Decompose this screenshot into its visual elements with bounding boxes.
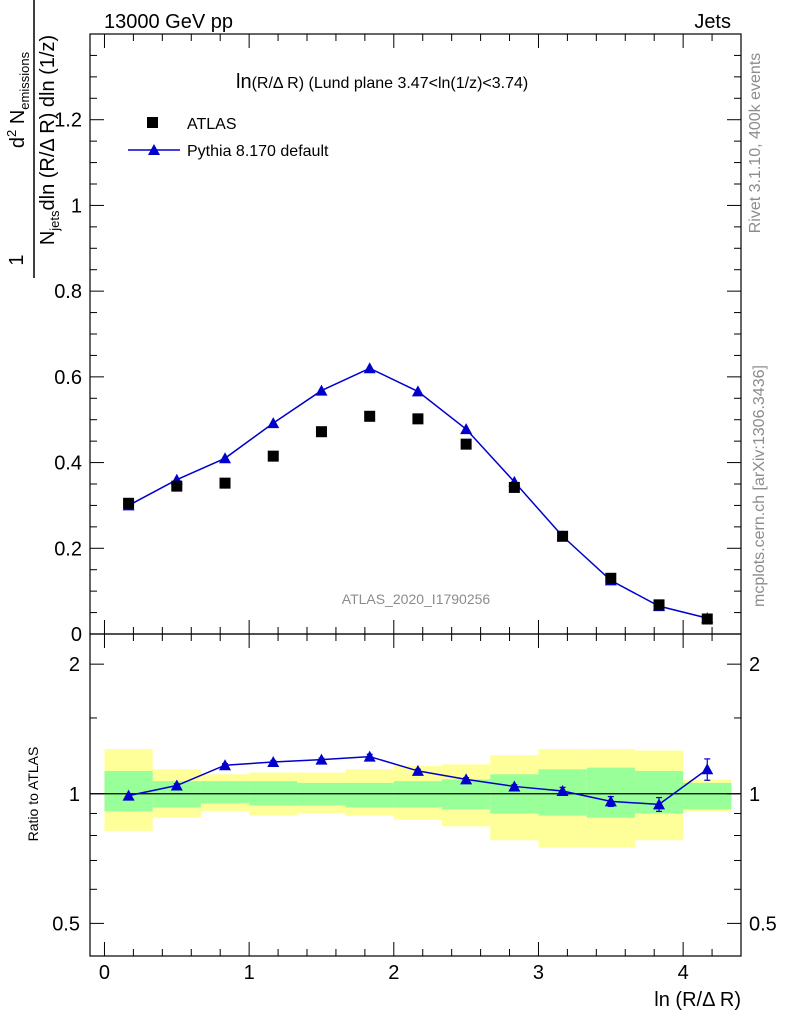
ylabel-num-n: N xyxy=(7,110,29,130)
ratio-point xyxy=(411,764,424,776)
ratio-tick-label-left: 2 xyxy=(69,654,80,676)
y-tick-label: 1 xyxy=(71,195,82,217)
y-tick-label: 0.8 xyxy=(54,281,82,303)
ylabel-denominator: Njetsdln (R/Δ R) dln (1/z) xyxy=(37,35,62,245)
mc-point xyxy=(411,385,424,397)
data-point xyxy=(123,497,135,509)
data-point xyxy=(653,599,665,611)
mc-point xyxy=(267,417,280,429)
ratio-band-inner xyxy=(200,781,250,804)
ratio-band-inner xyxy=(683,782,732,810)
x-tick-label: 4 xyxy=(678,962,689,984)
x-axis-label: ln (R/Δ R) xyxy=(654,989,741,1011)
data-point xyxy=(557,530,569,542)
header-left: 13000 GeV pp xyxy=(104,11,233,33)
ratio-point xyxy=(508,780,521,792)
ratio-tick-label-right: 0.5 xyxy=(749,913,777,935)
ratio-tick-label-right: 1 xyxy=(749,784,760,806)
ratio-point xyxy=(701,763,714,775)
ratio-point xyxy=(556,784,569,796)
x-tick-label: 0 xyxy=(99,962,110,984)
mcplots-label: mcplots.cern.ch [arXiv:1306.3436] xyxy=(751,365,768,607)
data-point xyxy=(460,438,472,450)
data-point xyxy=(171,480,183,492)
ratio-y-axis-label: Ratio to ATLAS xyxy=(25,747,41,842)
data-point xyxy=(267,450,279,462)
data-point xyxy=(605,572,617,584)
ylabel-one: 1 xyxy=(6,254,28,265)
mc-point xyxy=(460,423,473,435)
ratio-point xyxy=(604,795,617,807)
y-axis-label: 1 d2 Nemissions Njetsdln (R/Δ R) dln (1/… xyxy=(4,0,62,278)
data-series xyxy=(123,410,713,625)
watermark: ATLAS_2020_I1790256 xyxy=(342,591,491,607)
ylabel-num-d: d xyxy=(7,137,29,148)
axis-tick-labels: 0 1 2 3 4 0 0.2 0.4 0.6 0.8 1 1.2 0.5 0.5 1 1 2 2 xyxy=(52,110,777,984)
mc-point xyxy=(219,452,232,464)
ratio-tick-label-left: 1 xyxy=(69,784,80,806)
axis-ticks xyxy=(90,33,742,956)
ratio-point xyxy=(219,759,232,771)
ratio-point xyxy=(170,779,183,791)
mc-line xyxy=(128,367,708,619)
ratio-plot-frame xyxy=(89,633,742,957)
plot-title-sub: (R/Δ R) xyxy=(252,75,304,92)
x-tick-label: 3 xyxy=(533,962,544,984)
plot-title: ln(R/Δ R) (Lund plane 3.47<ln(1/z)<3.74) xyxy=(236,71,528,93)
ratio-tick-label-left: 0.5 xyxy=(52,913,80,935)
y-tick-label: 0.2 xyxy=(54,538,82,560)
y-tick-label: 0.6 xyxy=(54,367,82,389)
ratio-point xyxy=(363,750,376,762)
mc-point xyxy=(315,384,328,396)
legend: ATLAS Pythia 8.170 default xyxy=(128,116,329,160)
x-tick-label: 2 xyxy=(388,962,399,984)
ratio-point xyxy=(460,773,473,785)
ratio-point xyxy=(122,789,135,801)
mc-series xyxy=(122,362,714,624)
ratio-series xyxy=(122,750,714,813)
data-point xyxy=(508,481,520,493)
x-tick-label: 1 xyxy=(244,962,255,984)
legend-mc-marker xyxy=(148,144,160,155)
ratio-uncertainty-bands xyxy=(104,749,732,848)
ylabel-num-sup: 2 xyxy=(4,130,19,137)
header-right: Jets xyxy=(694,11,731,33)
ylabel-numerator: d2 Nemissions xyxy=(4,51,32,148)
y-tick-label: 0.4 xyxy=(54,453,82,475)
ylabel-num-sub: emissions xyxy=(17,51,32,109)
ylabel-den-n: N xyxy=(37,231,59,245)
data-point xyxy=(315,426,327,438)
ratio-point xyxy=(315,753,328,765)
ratio-point xyxy=(653,798,666,810)
ylabel-den-sub: jets xyxy=(47,210,62,232)
ylabel-den-rest: dln (R/Δ R) dln (1/z) xyxy=(37,35,59,211)
data-point xyxy=(412,413,424,425)
y-tick-label: 1.2 xyxy=(54,110,82,132)
plot-title-main: ln xyxy=(236,71,252,93)
plot-title-rest: (Lund plane 3.47<ln(1/z)<3.74) xyxy=(304,75,528,92)
data-point xyxy=(219,477,231,489)
y-tick-label: 0 xyxy=(71,624,82,646)
data-point xyxy=(364,410,376,422)
data-point xyxy=(701,613,713,625)
legend-data-label: ATLAS xyxy=(187,116,237,133)
legend-mc-label: Pythia 8.170 default xyxy=(187,143,329,160)
mc-point xyxy=(363,362,376,374)
rivet-label: Rivet 3.1.10, 400k events xyxy=(747,53,764,234)
ratio-band-inner xyxy=(586,767,635,818)
legend-data-marker xyxy=(147,117,158,128)
ratio-tick-label-right: 2 xyxy=(749,654,760,676)
ratio-point xyxy=(267,756,280,768)
ratio-band-inner xyxy=(345,782,394,808)
